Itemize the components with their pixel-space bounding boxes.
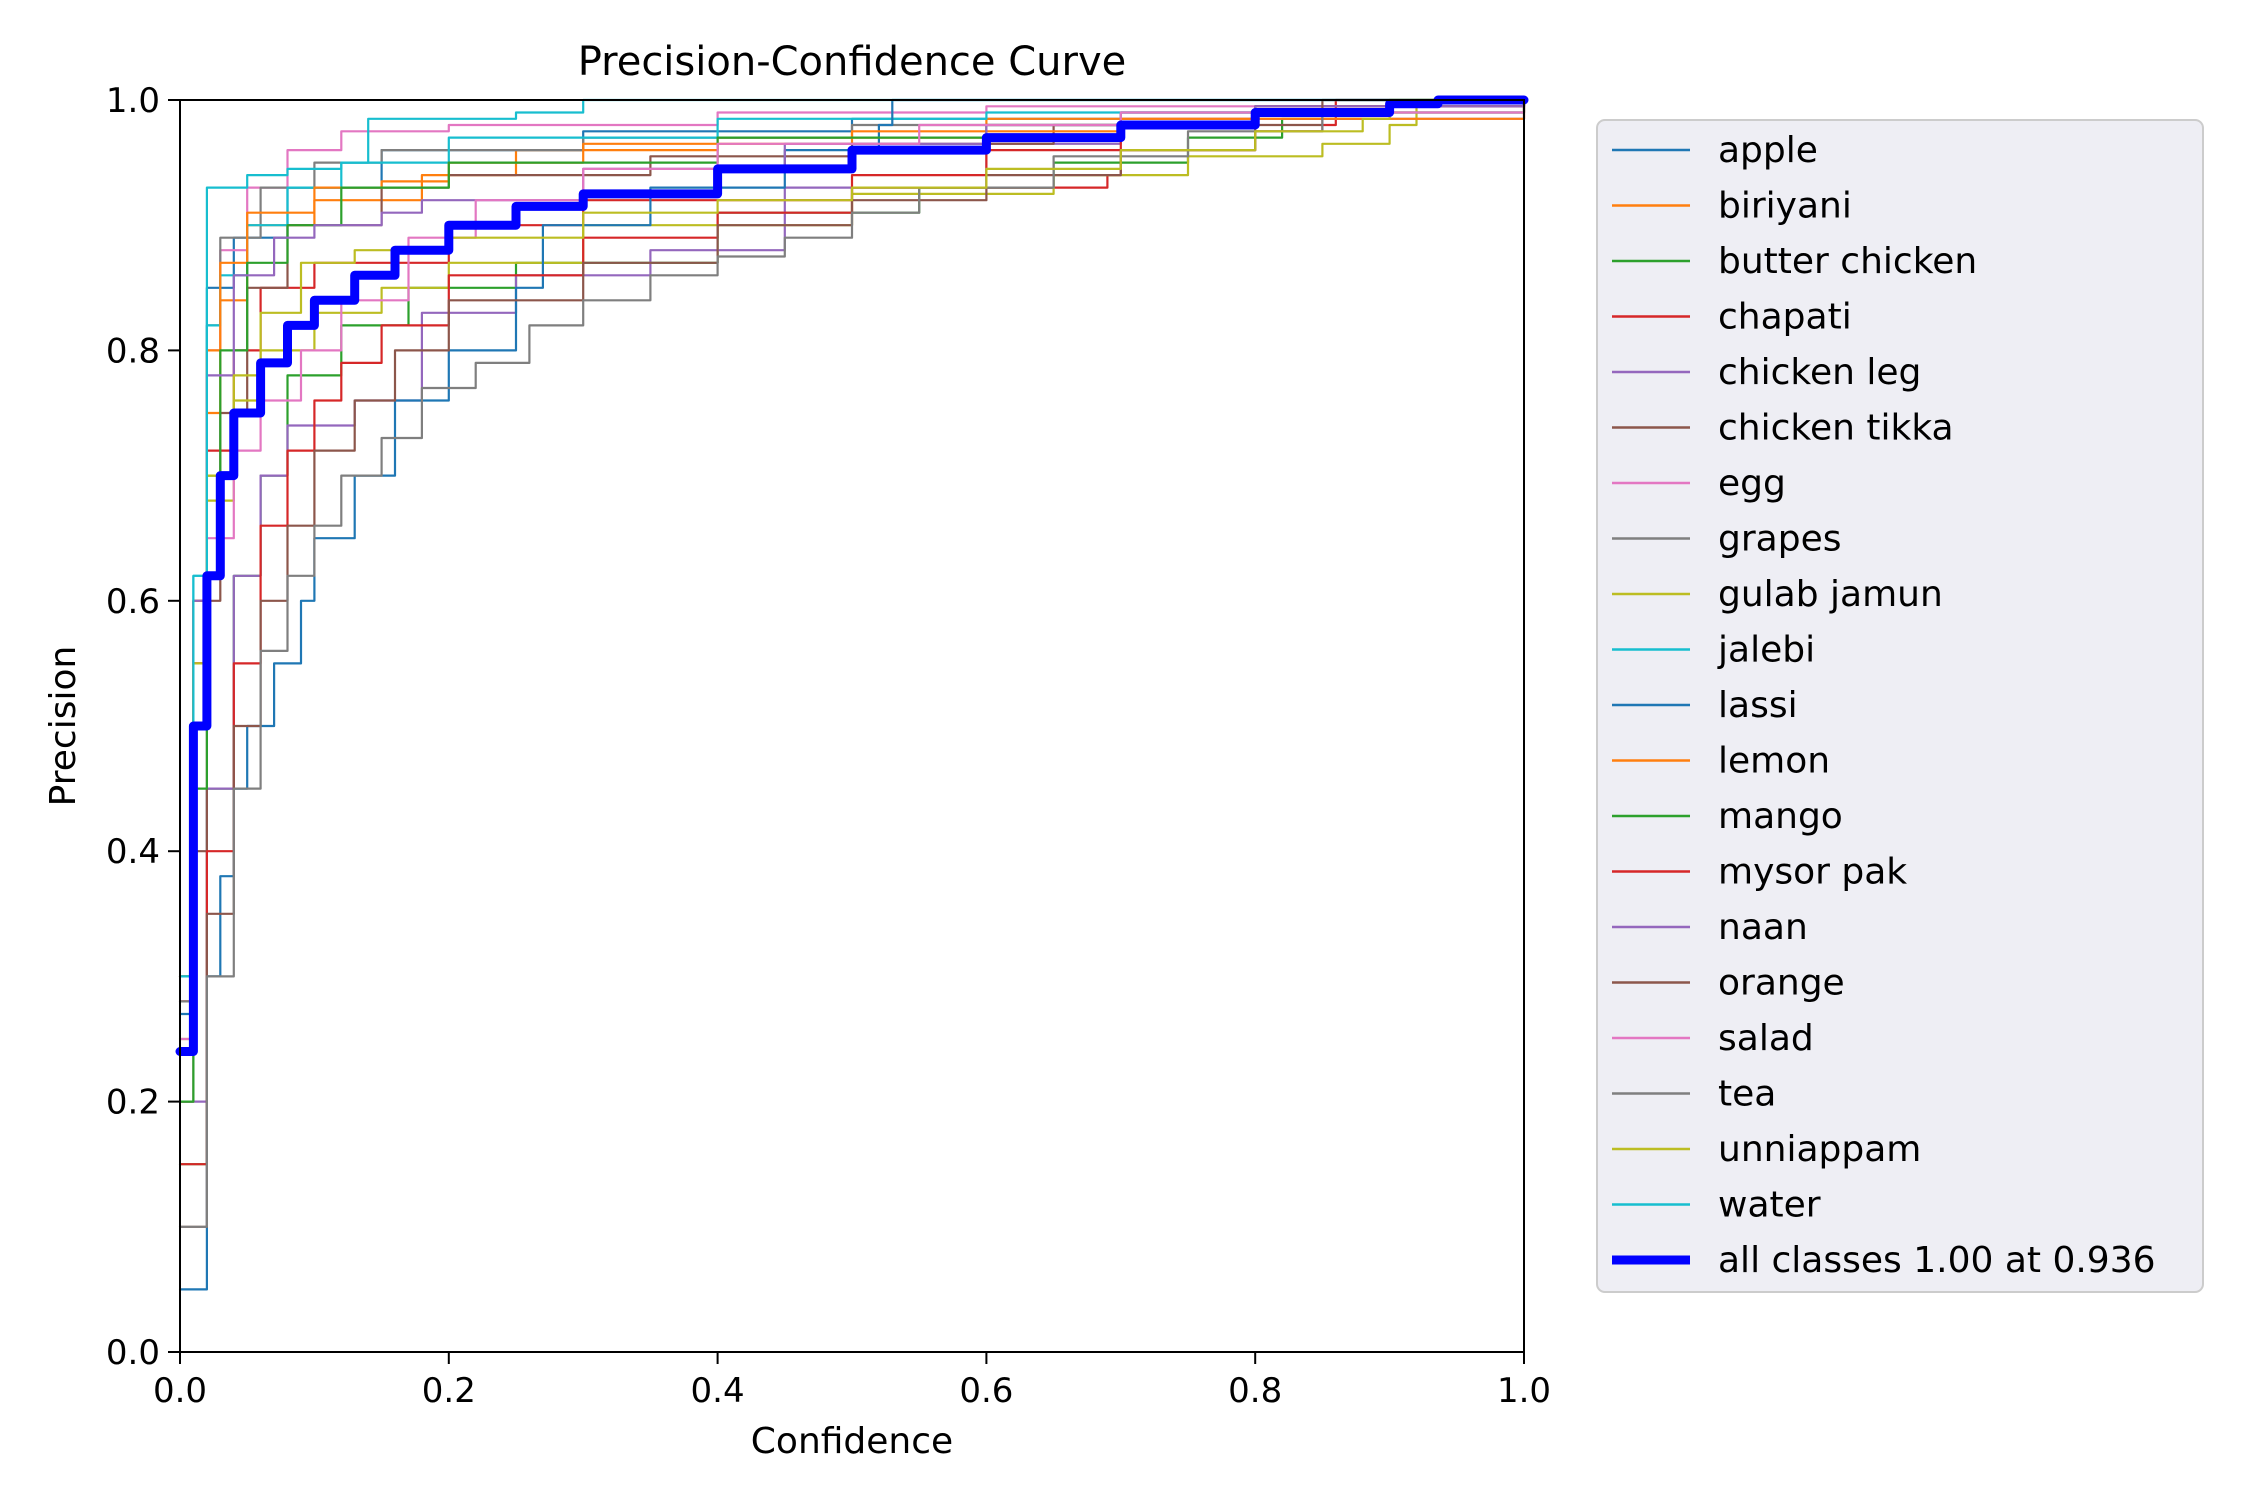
plot-background: [180, 100, 1524, 1352]
legend-label: orange: [1718, 963, 1845, 1004]
y-tick-label: 0.6: [106, 582, 160, 622]
series-line-8: [178, 98, 1526, 1041]
legend-label: egg: [1718, 463, 1786, 504]
legend-label: water: [1718, 1185, 1821, 1226]
series-line-17: [178, 98, 1526, 1228]
y-tick-label: 0.0: [106, 1333, 160, 1373]
legend-label: mysor pak: [1718, 852, 1907, 893]
legend-label: butter chicken: [1718, 241, 1977, 282]
x-axis-label: Confidence: [751, 1421, 953, 1462]
x-tick-label: 0.0: [153, 1371, 207, 1411]
legend-label: biriyani: [1718, 186, 1852, 227]
chart-title: Precision-Confidence Curve: [578, 39, 1127, 85]
legend-label: chicken tikka: [1718, 408, 1954, 449]
series-line-20: [175, 95, 1529, 1056]
legend-label: salad: [1718, 1018, 1814, 1059]
legend-label: gulab jamun: [1718, 574, 1943, 615]
legend-items: apple biriyani butter chicken chapati chicke…: [1612, 130, 2156, 1281]
x-tick-label: 0.2: [422, 1371, 476, 1411]
legend: apple biriyani butter chicken chapati chicke…: [1596, 119, 2204, 1293]
legend-label: tea: [1718, 1074, 1776, 1115]
legend-label: apple: [1718, 130, 1818, 171]
legend-label: chicken leg: [1718, 352, 1921, 393]
y-tick-label: 1.0: [106, 81, 160, 121]
x-tick-label: 0.4: [691, 1371, 745, 1411]
x-axis: 0.0 0.2 0.4 0.6 0.8 1.0: [153, 1352, 1551, 1411]
y-tick-label: 0.8: [106, 331, 160, 371]
legend-label: chapati: [1718, 297, 1852, 338]
legend-label: mango: [1718, 796, 1843, 837]
x-tick-label: 1.0: [1497, 1371, 1551, 1411]
legend-label: unniappam: [1718, 1129, 1921, 1170]
legend-label: all classes 1.00 at 0.936: [1718, 1240, 2156, 1281]
legend-label: naan: [1718, 907, 1808, 948]
legend-box: [1596, 119, 2204, 1293]
legend-label: grapes: [1718, 519, 1841, 560]
y-axis-label: Precision: [43, 646, 84, 807]
plot-area: [175, 95, 1529, 1353]
x-tick-label: 0.6: [959, 1371, 1013, 1411]
y-tick-label: 0.2: [106, 1083, 160, 1123]
x-tick-label: 0.8: [1228, 1371, 1282, 1411]
legend-label: lemon: [1718, 741, 1830, 782]
legend-label: jalebi: [1717, 630, 1815, 671]
series-layer: [175, 95, 1529, 1291]
plot-frame: [179, 99, 1525, 1353]
y-tick-label: 0.4: [106, 832, 160, 872]
y-axis: 0.0 0.2 0.4 0.6 0.8 1.0: [106, 81, 180, 1373]
legend-label: lassi: [1718, 685, 1798, 726]
